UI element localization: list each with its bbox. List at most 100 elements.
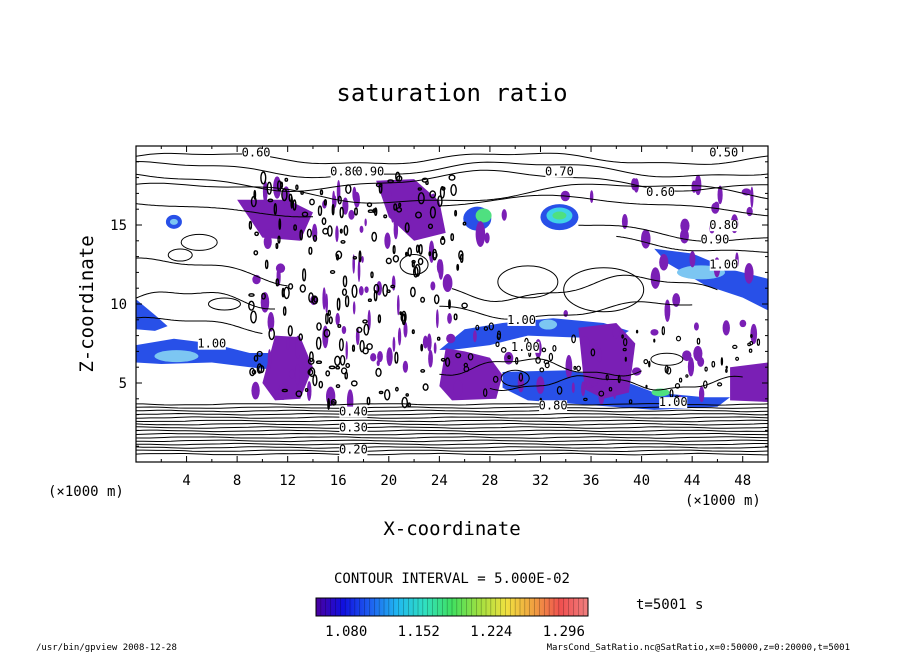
contour-closed xyxy=(281,388,288,393)
fill-purple-fragment xyxy=(386,347,393,367)
contour-closed xyxy=(395,171,401,182)
footer-right: MarsCond_SatRatio.nc@SatRatio,x=0:50000,… xyxy=(547,643,850,653)
contour-closed xyxy=(354,207,359,216)
contour-closed xyxy=(429,206,437,219)
contour-closed xyxy=(456,263,460,271)
contour-closed xyxy=(394,351,399,364)
contour-closed xyxy=(337,324,342,329)
contour-closed xyxy=(393,203,398,211)
fill-upper-blob-core xyxy=(552,211,567,220)
fill-low-layer-left-core xyxy=(154,350,199,363)
contour-closed xyxy=(495,341,500,348)
fill-purple-fragment xyxy=(387,190,392,198)
contour-line xyxy=(578,224,768,242)
contour-closed xyxy=(363,323,370,336)
contour-closed xyxy=(404,251,408,257)
contour-closed xyxy=(334,355,341,366)
contour-closed xyxy=(338,338,344,352)
fill-purple-fragment xyxy=(484,232,490,244)
contour-closed xyxy=(374,207,378,216)
colorbar-tick-label: 1.296 xyxy=(543,624,585,640)
contour-label: 0.60 xyxy=(646,185,675,199)
contour-closed xyxy=(750,334,753,339)
contour-closed xyxy=(756,338,761,346)
contour-closed xyxy=(329,270,336,275)
fill-purple-fragment xyxy=(612,326,620,339)
colorbar-tick-label: 1.224 xyxy=(470,624,512,640)
contour-closed xyxy=(417,257,424,266)
contour-closed xyxy=(441,186,446,191)
fill-purple-fragment xyxy=(536,376,545,394)
fill-purple-fragment xyxy=(345,340,348,360)
contour-line xyxy=(136,291,275,310)
fill-purple-fragment xyxy=(580,335,590,354)
contour-closed xyxy=(543,359,550,365)
contour-closed xyxy=(497,265,559,299)
fill-mid-layer-core xyxy=(539,319,558,330)
contour-closed xyxy=(308,351,314,363)
contour-label-bg xyxy=(511,341,540,353)
fill-purple-fragment xyxy=(693,322,699,331)
contour-label: 0.80 xyxy=(709,218,738,232)
contour-closed xyxy=(358,250,362,263)
contour-label-bg xyxy=(197,338,226,350)
contour-closed xyxy=(404,222,410,233)
contour-closed xyxy=(440,236,446,245)
fill-purple-fragment xyxy=(397,327,402,346)
contour-closed xyxy=(384,389,391,401)
fill-purple-fragment xyxy=(352,301,356,315)
contour-closed xyxy=(253,250,259,256)
fill-purple-fragment xyxy=(744,365,750,373)
contour-closed xyxy=(253,189,257,200)
contour-closed xyxy=(167,248,193,262)
contour-closed xyxy=(356,326,363,334)
contour-closed xyxy=(422,383,429,391)
fill-purple-fragment xyxy=(335,312,340,326)
contour-closed xyxy=(467,353,474,361)
contour-closed xyxy=(544,362,550,369)
fill-purple-fragment xyxy=(325,293,328,314)
contour-label: 0.70 xyxy=(545,164,574,178)
contour-line xyxy=(136,316,263,334)
contour-closed xyxy=(335,253,340,261)
fill-purple-fragment xyxy=(691,180,697,193)
contour-interval-text: CONTOUR INTERVAL = 5.000E-02 xyxy=(334,571,570,587)
fill-purple-fragment xyxy=(446,333,456,344)
chart-title: saturation ratio xyxy=(336,79,567,107)
fill-purple-fragment xyxy=(390,206,395,223)
contour-closed xyxy=(307,357,315,365)
fill-purple-fragment xyxy=(672,293,681,307)
x-tick-label: 44 xyxy=(684,473,701,489)
contour-line xyxy=(136,152,768,165)
contour-closed xyxy=(327,398,330,411)
fill-purple-fragment xyxy=(403,321,408,338)
contour-closed xyxy=(275,242,279,250)
contour-closed xyxy=(248,300,255,311)
contour-closed xyxy=(315,336,322,350)
fill-purple-right-edge xyxy=(730,362,768,402)
contour-closed xyxy=(302,268,307,282)
contour-closed xyxy=(306,228,312,238)
contour-closed xyxy=(390,284,396,289)
contour-closed xyxy=(661,326,666,336)
contour-closed xyxy=(463,366,470,373)
contour-closed xyxy=(295,184,299,191)
fill-purple-fragment xyxy=(377,351,383,363)
contour-closed xyxy=(598,390,605,397)
contour-closed xyxy=(254,231,260,237)
contour-line xyxy=(136,432,768,436)
contour-line xyxy=(136,257,288,287)
contour-closed xyxy=(318,380,324,389)
contour-line xyxy=(136,426,768,429)
contour-closed xyxy=(330,398,337,406)
contour-closed xyxy=(450,233,455,242)
contour-closed xyxy=(571,334,576,344)
contour-line xyxy=(136,419,768,423)
contour-closed xyxy=(282,306,287,316)
contour-line xyxy=(136,446,768,449)
contour-closed xyxy=(552,344,557,352)
contour-closed xyxy=(417,192,425,205)
contour-closed xyxy=(351,284,358,298)
contour-label: 0.80 xyxy=(539,398,568,412)
contour-closed xyxy=(312,234,318,243)
